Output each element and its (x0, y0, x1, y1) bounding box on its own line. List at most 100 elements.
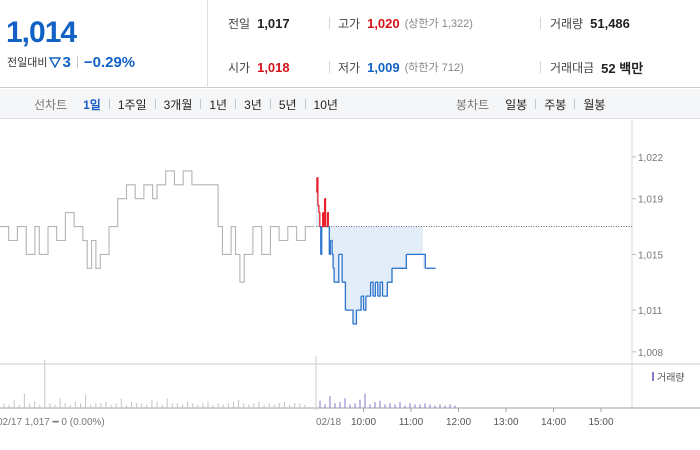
price-segment-down (377, 282, 381, 297)
price-segment-down (373, 282, 377, 297)
tab-divider (304, 99, 306, 109)
period-tab-bar: 선차트 1일 1주일 3개월 1년 3년 5년 10년 봉차트 일봉 주봉 월봉 (0, 89, 700, 119)
price-segment-down (320, 226, 323, 256)
tab-divider (535, 99, 537, 109)
change-label: 전일대비 (7, 57, 48, 69)
upper-limit: (상한가 1,322) (404, 18, 473, 30)
price-segment-down (370, 281, 374, 297)
price-segment-down (335, 254, 340, 283)
price-segment-down (380, 281, 384, 297)
volume-legend-label: 거래량 (657, 372, 685, 384)
price-segment-up (326, 212, 329, 228)
price-segment-down (328, 225, 330, 255)
x-tick-label: 12:00 (446, 417, 471, 428)
tab-5-years[interactable]: 5년 (278, 97, 297, 112)
stat-divider (540, 17, 541, 29)
y-tick-label: 1,011 (638, 306, 663, 317)
tab-divider (108, 99, 110, 109)
tab-3-months[interactable]: 3개월 (163, 97, 193, 112)
volume-label: 거래량 (550, 16, 584, 31)
tab-1-week[interactable]: 1주일 (117, 97, 147, 112)
price-segment-up (316, 177, 318, 193)
tab-divider (154, 99, 156, 109)
volume-stat: 거래량 51,486 (550, 13, 630, 33)
tab-10-years[interactable]: 10년 (313, 97, 338, 112)
prev-close-value: 1,017 (257, 15, 290, 31)
price-lines (0, 170, 436, 325)
price-segment-up (323, 198, 326, 228)
tab-1-year[interactable]: 1년 (209, 97, 228, 112)
change-rate: −0.29% (83, 53, 136, 71)
price-segment-down (363, 296, 367, 311)
intraday-price-chart: 1,022 1,019 1,015 1,011 1,008 거래량 02/17 1,01… (0, 120, 700, 428)
prev-close-label: 전일 (228, 16, 251, 31)
y-tick-label: 1,022 (638, 153, 663, 164)
stat-divider (329, 17, 330, 29)
trade-value-value: 52 백만 (601, 60, 644, 76)
change-divider (76, 56, 78, 68)
price-segment-up (324, 198, 327, 227)
stat-divider (540, 61, 541, 73)
low-label: 저가 (338, 60, 361, 75)
tab-divider (235, 99, 237, 109)
price-segment-down (333, 267, 335, 283)
price-segment-down (399, 254, 407, 269)
change-amount: 3 (62, 53, 71, 71)
change-row: 전일대비 3 −0.29% (7, 52, 135, 72)
previous-day-line (0, 170, 314, 283)
quote-summary: 1,014 전일대비 3 −0.29% 전일 1,017 고가 1,020 (상… (0, 0, 700, 88)
below-close-fill (316, 177, 436, 324)
price-segment-down (368, 282, 372, 297)
price-segment-down (361, 295, 365, 311)
down-triangle-icon (49, 57, 62, 68)
price-segment-down (342, 281, 347, 311)
price-segment-up (327, 211, 329, 227)
x-tick-label: 13:00 (493, 417, 518, 428)
tab-weekly-candle[interactable]: 주봉 (544, 97, 567, 112)
y-axis: 1,022 1,019 1,015 1,011 1,008 (632, 153, 663, 359)
low-stat: 저가 1,009 (하한가 712) (338, 57, 464, 77)
candle-chart-title: 봉차트 (456, 97, 490, 112)
open-value: 1,018 (257, 59, 290, 75)
price-segment-down (329, 240, 331, 256)
lower-limit: (하한가 712) (404, 62, 464, 74)
price-segment-up (322, 211, 325, 227)
price-segment-down (349, 309, 354, 324)
tab-monthly-candle[interactable]: 월봉 (583, 97, 606, 112)
tab-1-day[interactable]: 1일 (83, 97, 101, 112)
price-segment-down (319, 225, 322, 255)
price-segment-up (321, 212, 324, 228)
prev-close-stat: 전일 1,017 (228, 13, 290, 33)
trade-value-stat: 거래대금 52 백만 (550, 57, 643, 77)
price-segment-down (332, 253, 334, 269)
y-tick-label: 1,008 (638, 348, 663, 359)
price-segment-down (375, 281, 379, 297)
trade-value-label: 거래대금 (550, 60, 595, 75)
line-chart-title: 선차트 (34, 97, 68, 112)
tab-daily-candle[interactable]: 일봉 (505, 97, 528, 112)
price-box: 1,014 전일대비 3 −0.29% (0, 0, 208, 88)
previous-day-summary: 02/17 1,017 ━ 0 (0.00%) (0, 417, 105, 428)
tab-divider (200, 99, 202, 109)
open-stat: 시가 1,018 (228, 57, 290, 77)
high-label: 고가 (338, 16, 361, 31)
price-segment-up (316, 177, 319, 206)
tab-divider (574, 99, 576, 109)
volume-value: 51,486 (590, 15, 630, 31)
x-tick-label: 14:00 (541, 417, 566, 428)
x-tick-label: 11:00 (399, 417, 424, 428)
price-segment-down (331, 239, 333, 255)
x-tick-label: 10:00 (351, 417, 376, 428)
high-stat: 고가 1,020 (상한가 1,322) (338, 13, 473, 33)
open-label: 시가 (228, 60, 251, 75)
price-segment-down (382, 282, 388, 297)
session-start-label: 02/18 (316, 417, 341, 428)
current-price: 1,014 (6, 16, 77, 49)
line-chart-tabs: 선차트 1일 1주일 3개월 1년 3년 5년 10년 (34, 89, 341, 119)
price-segment-down (415, 253, 426, 269)
tab-3-years[interactable]: 3년 (244, 97, 262, 112)
price-segment-up (318, 211, 321, 227)
stat-divider (329, 61, 330, 73)
price-segment-down (387, 268, 393, 283)
tab-divider (269, 99, 271, 109)
